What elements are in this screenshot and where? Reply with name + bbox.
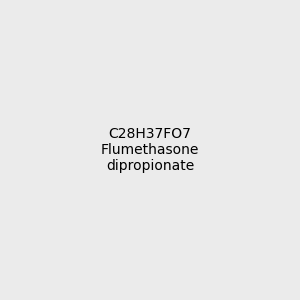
Text: C28H37FO7
Flumethasone
dipropionate: C28H37FO7 Flumethasone dipropionate (101, 127, 199, 173)
